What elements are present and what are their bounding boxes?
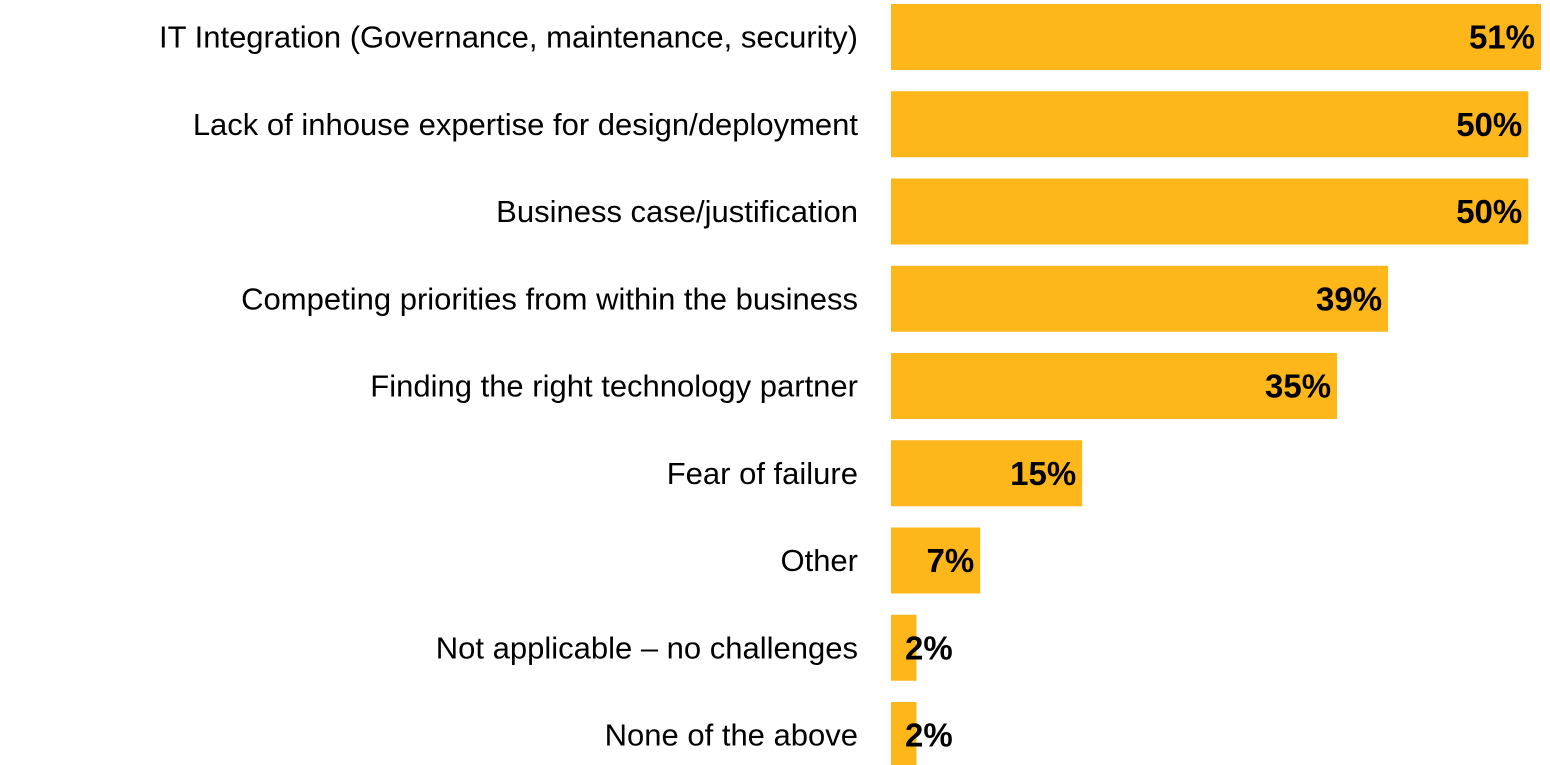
value-label-8: 2%: [905, 629, 953, 666]
value-label-6: 15%: [1010, 455, 1076, 492]
category-label-1: IT Integration (Governance, maintenance,…: [159, 20, 858, 55]
bar-7: [891, 527, 981, 594]
bar-6: [891, 440, 1083, 507]
value-label-9: 2%: [905, 717, 953, 754]
bar-4: [891, 265, 1389, 332]
value-label-7: 7%: [927, 542, 975, 579]
category-label-3: Business case/justification: [496, 194, 858, 229]
value-label-5: 35%: [1265, 368, 1331, 405]
bar-3: [891, 178, 1529, 245]
bar-8: [891, 614, 917, 681]
bar-9: [891, 702, 917, 765]
value-label-3: 50%: [1456, 193, 1522, 230]
category-labels-layer: IT Integration (Governance, maintenance,…: [159, 20, 858, 753]
value-label-2: 50%: [1456, 106, 1522, 143]
category-label-6: Fear of failure: [667, 456, 858, 491]
bar-2: [891, 91, 1529, 158]
category-label-7: Other: [780, 543, 858, 578]
bar-5: [891, 353, 1338, 419]
value-labels-layer: 51% 50% 50% 39% 35% 15% 7% 2% 2%: [905, 19, 1535, 754]
bars-layer: [891, 4, 1541, 765]
category-label-9: None of the above: [605, 718, 858, 753]
category-label-8: Not applicable – no challenges: [436, 630, 858, 665]
value-label-4: 39%: [1316, 280, 1382, 317]
bar-1: [891, 4, 1541, 70]
category-label-5: Finding the right technology partner: [370, 369, 858, 404]
value-label-1: 51%: [1469, 19, 1535, 56]
category-label-4: Competing priorities from within the bus…: [241, 281, 858, 316]
category-label-2: Lack of inhouse expertise for design/dep…: [193, 107, 859, 142]
